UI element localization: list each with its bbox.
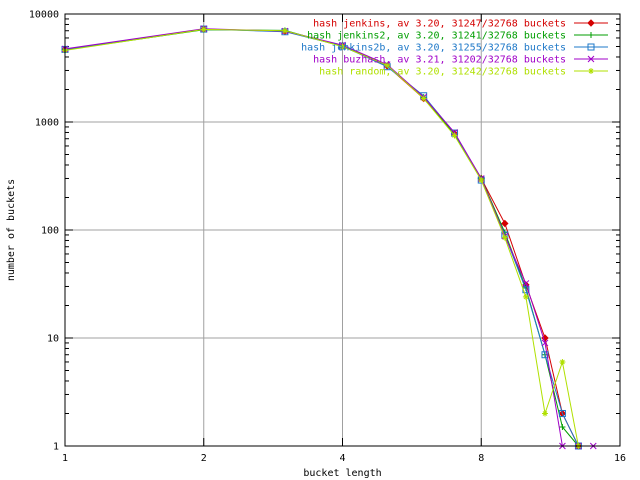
legend-marker — [588, 68, 594, 74]
series-5-point — [339, 43, 346, 50]
series-5-point — [478, 177, 485, 184]
legend-marker — [588, 32, 594, 38]
y-tick-label: 100 — [41, 226, 59, 237]
series-5-point — [451, 132, 458, 139]
x-tick-label: 16 — [614, 453, 626, 464]
legend-marker — [587, 55, 595, 63]
y-tick-label: 10 — [47, 334, 59, 345]
series-3-point — [541, 351, 549, 359]
series-5-point — [559, 358, 566, 365]
series-5-point — [281, 27, 288, 34]
x-tick-label: 2 — [201, 453, 207, 464]
y-tick-label: 1000 — [35, 118, 59, 129]
series-5-point — [501, 234, 508, 241]
x-tick-label: 4 — [339, 453, 345, 464]
legend-label: hash jenkins2, av 3.20, 31241/32768 buck… — [307, 31, 566, 42]
series-5-point — [384, 62, 391, 69]
series-4-point — [522, 280, 530, 287]
plot-border — [64, 13, 621, 447]
y-tick-label: 1 — [53, 442, 59, 453]
legend-label: hash jenkins2b, av 3.20, 31255/32768 buc… — [301, 43, 566, 54]
y-tick-label: 10000 — [29, 10, 59, 21]
y-axis-label: number of buckets — [6, 179, 17, 281]
series-3-point — [558, 409, 566, 417]
series-4-point — [451, 129, 458, 136]
legend-label: hash buzhash, av 3.21, 31202/32768 bucke… — [313, 55, 566, 66]
series-5-point — [420, 95, 427, 102]
series-5-point — [200, 26, 207, 33]
x-tick-label: 1 — [62, 453, 68, 464]
legend-label: hash random, av 3.20, 31242/32768 bucket… — [319, 67, 566, 78]
x-tick-label: 8 — [478, 453, 484, 464]
legend-marker — [587, 43, 595, 51]
legend-marker — [587, 19, 595, 27]
series-1-point — [501, 219, 509, 228]
series-5-point — [522, 293, 529, 300]
x-axis-label: bucket length — [303, 468, 381, 479]
series-2-point — [559, 423, 566, 430]
series-4-point — [541, 339, 549, 347]
series-5-point — [541, 410, 548, 417]
legend-label: hash jenkins, av 3.20, 31247/32768 bucke… — [313, 19, 566, 30]
